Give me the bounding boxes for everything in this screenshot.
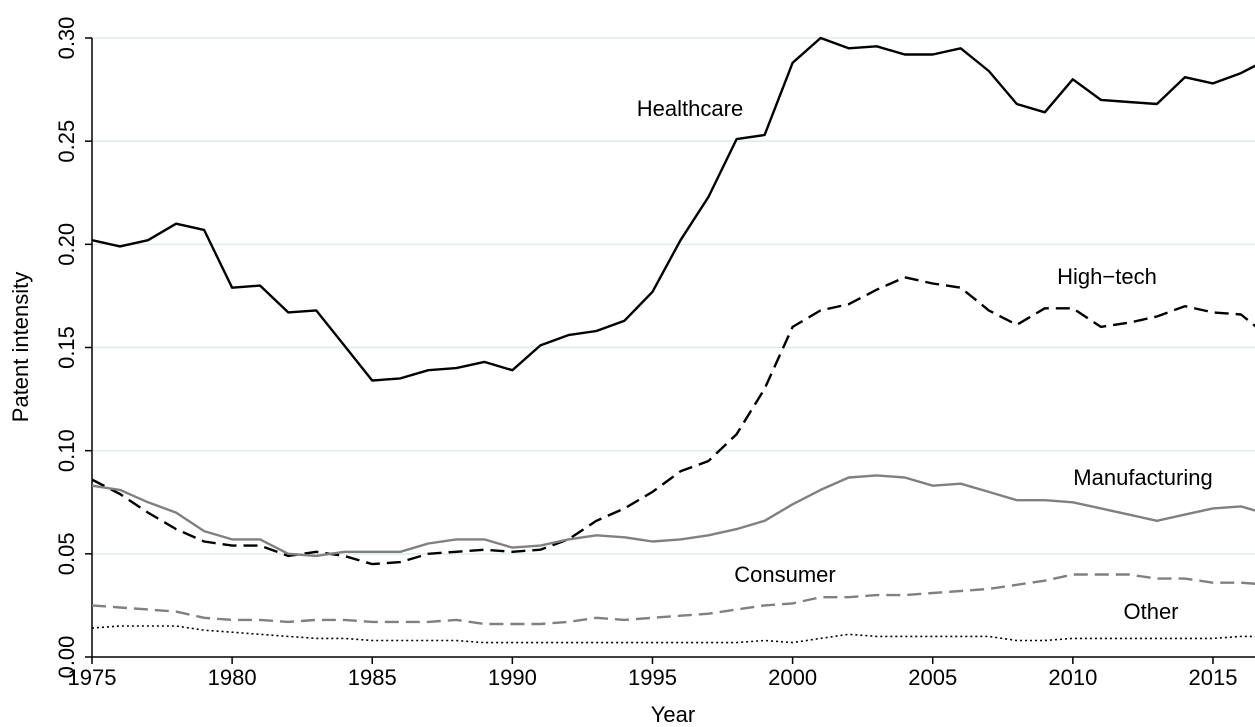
series-label: Other (1123, 599, 1178, 624)
y-tick-label: 0.05 (54, 532, 79, 575)
x-tick-label: 1980 (208, 665, 257, 690)
x-tick-label: 2010 (1048, 665, 1097, 690)
x-tick-label: 1975 (68, 665, 117, 690)
x-axis-title: Year (651, 702, 695, 727)
x-tick-label: 1990 (488, 665, 537, 690)
x-tick-label: 1995 (628, 665, 677, 690)
series-label: Manufacturing (1073, 465, 1212, 490)
y-tick-label: 0.00 (54, 636, 79, 679)
y-tick-label: 0.10 (54, 429, 79, 472)
series-line (92, 36, 1255, 382)
x-tick-label: 2000 (768, 665, 817, 690)
series-line (92, 474, 1255, 558)
series-line (92, 625, 1255, 644)
y-tick-label: 0.30 (54, 17, 79, 60)
series-label: Consumer (734, 562, 835, 587)
series-line (92, 276, 1255, 566)
y-axis-title: Patent intensity (8, 272, 33, 422)
y-tick-label: 0.15 (54, 326, 79, 369)
x-tick-label: 1985 (348, 665, 397, 690)
series-label: High−tech (1057, 264, 1157, 289)
x-tick-label: 2015 (1188, 665, 1237, 690)
series-line (92, 573, 1255, 626)
series-label: Healthcare (637, 96, 743, 121)
y-tick-label: 0.20 (54, 223, 79, 266)
plot-area (92, 36, 1255, 644)
x-tick-label: 2005 (908, 665, 957, 690)
y-tick-label: 0.25 (54, 120, 79, 163)
